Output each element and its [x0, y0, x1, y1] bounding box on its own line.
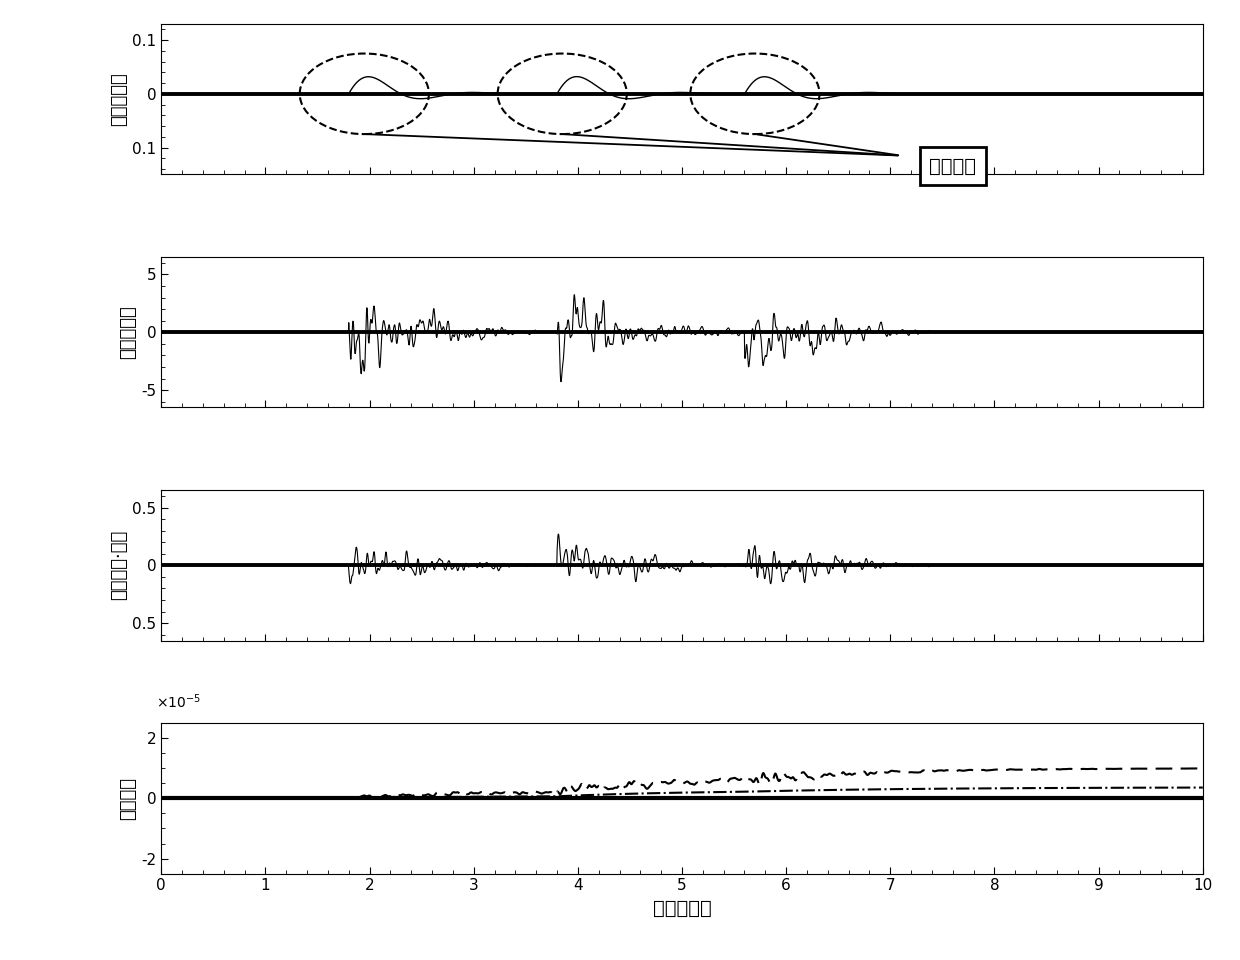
Y-axis label: 位移（米）: 位移（米）	[110, 72, 128, 126]
X-axis label: 时间（秒）: 时间（秒）	[652, 899, 712, 918]
Text: 外界干扰: 外界干扰	[929, 156, 976, 176]
Y-axis label: 参数估计: 参数估计	[119, 777, 138, 820]
Text: $\times10^{-5}$: $\times10^{-5}$	[156, 692, 201, 711]
Y-axis label: 转矩（牛·米）: 转矩（牛·米）	[110, 530, 128, 600]
Y-axis label: 转角（度）: 转角（度）	[119, 305, 138, 359]
